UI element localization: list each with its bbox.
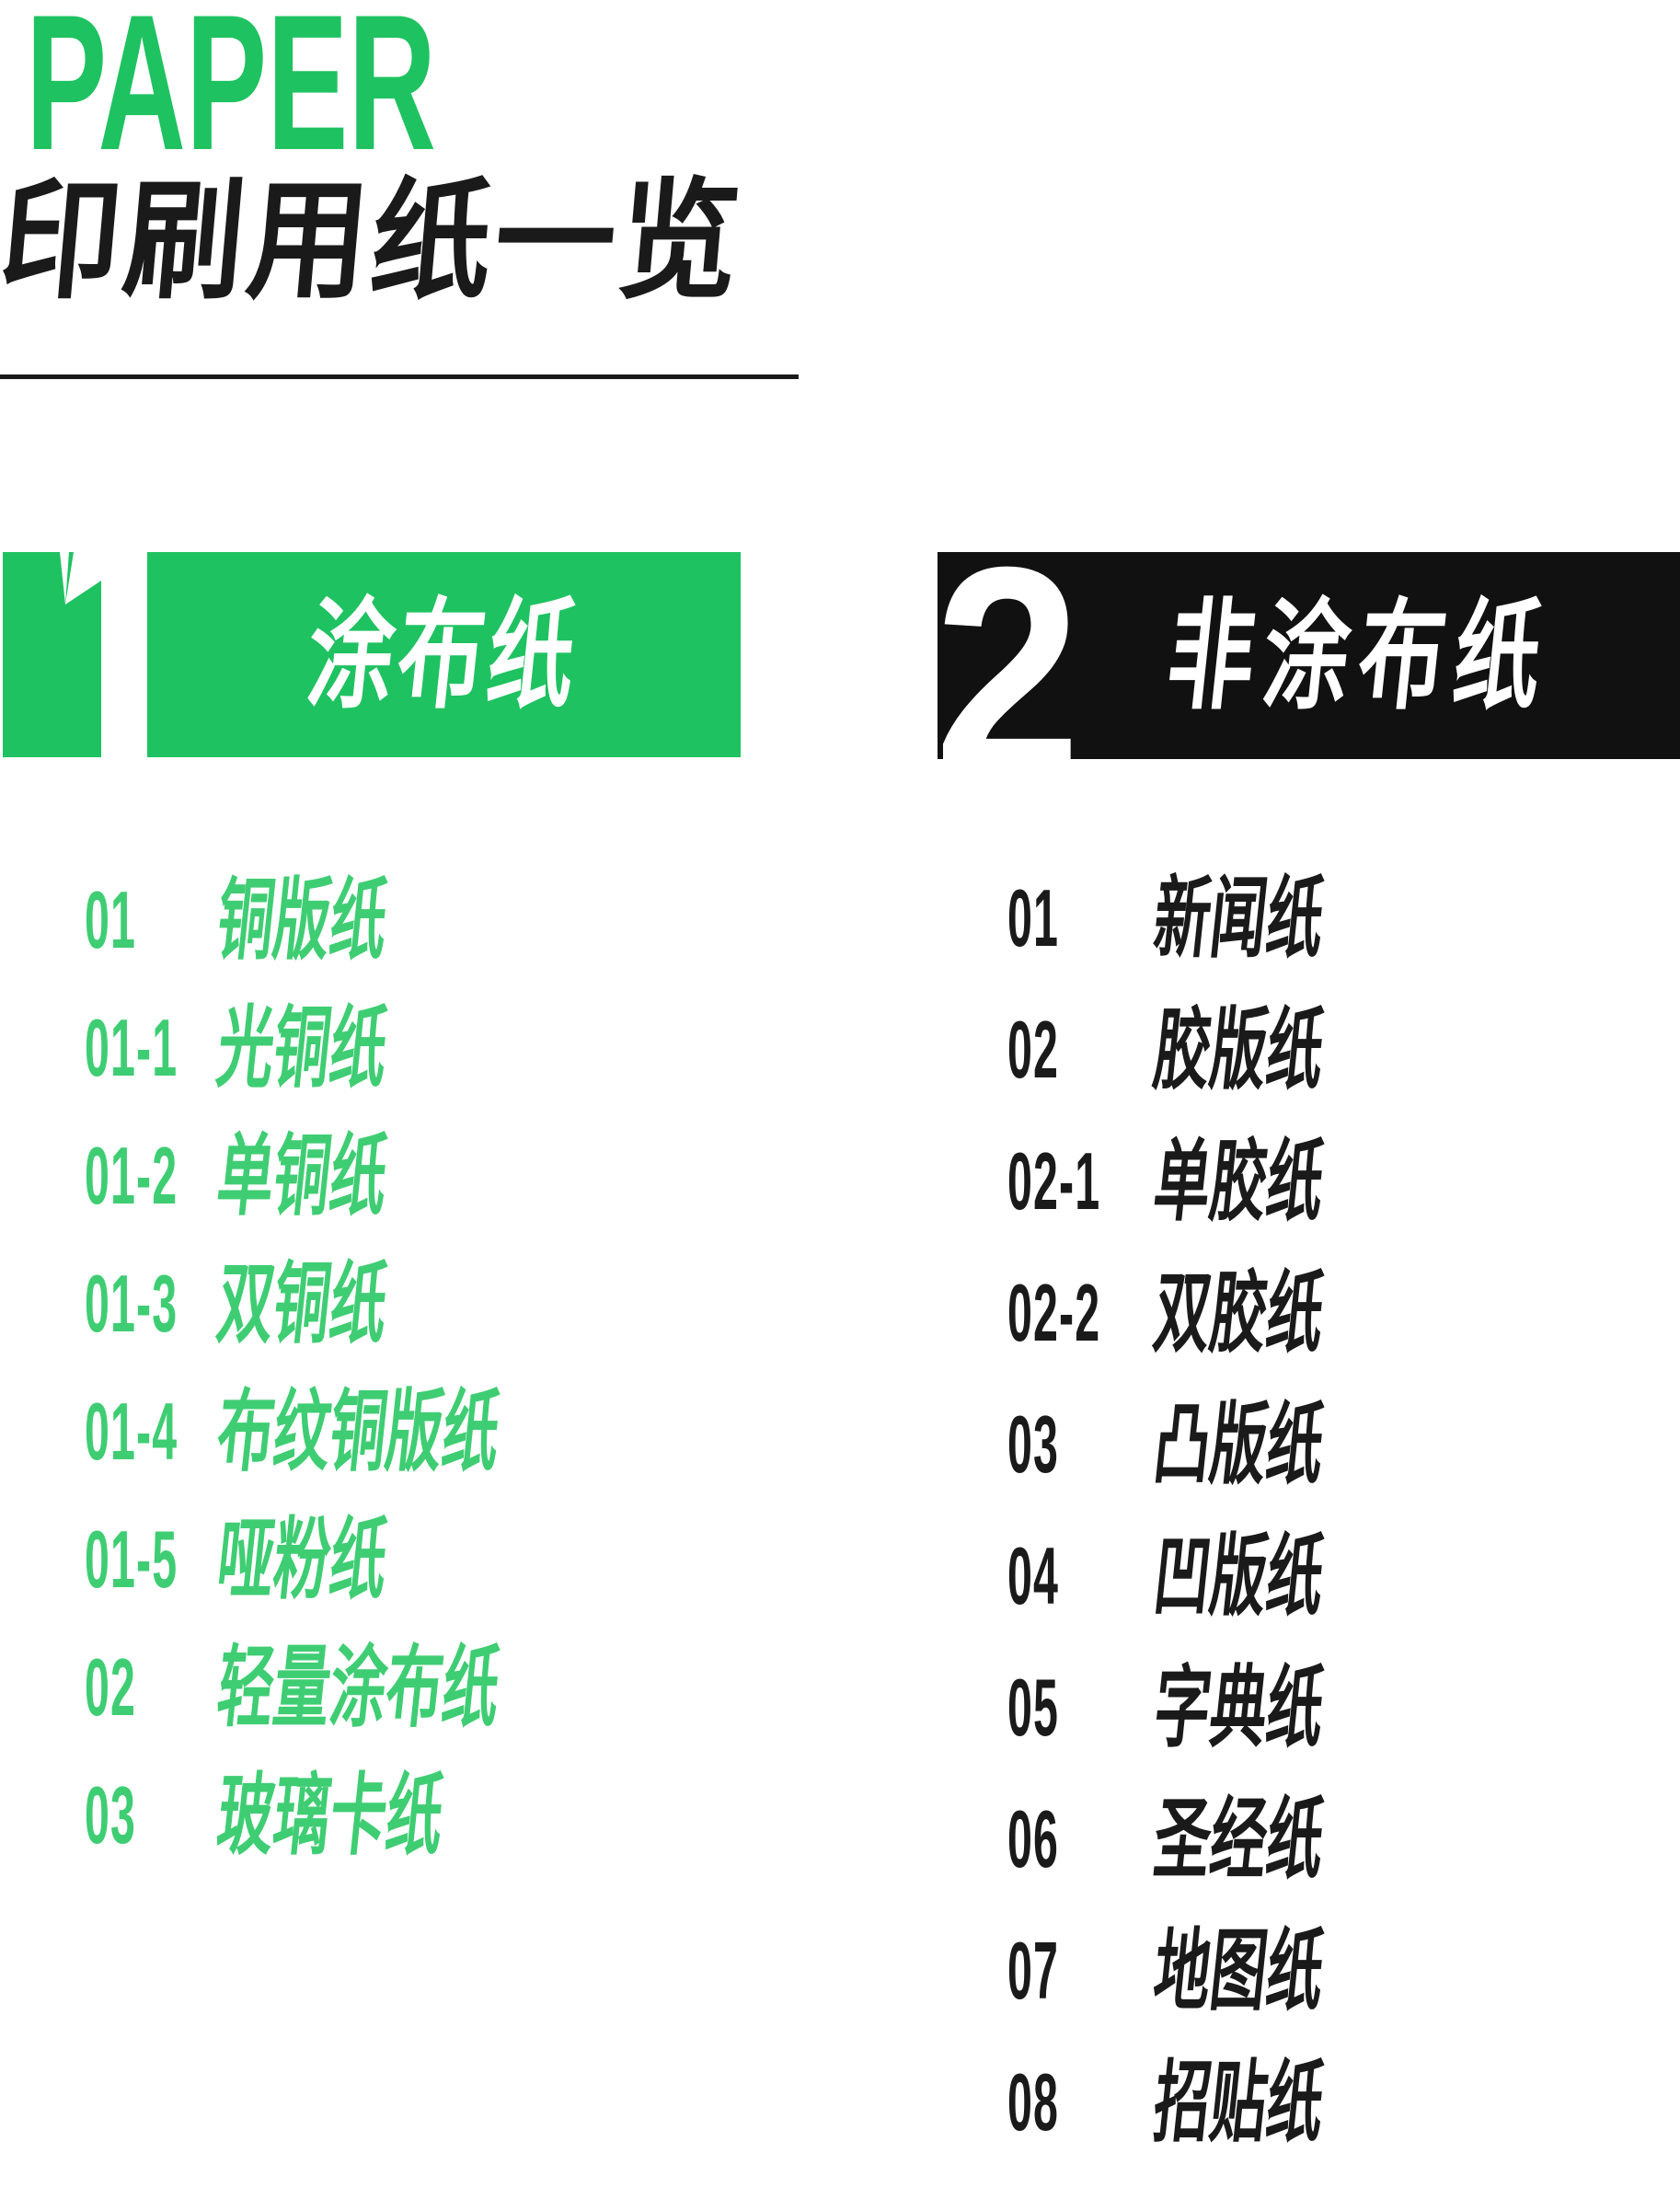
item-code: 01 bbox=[1007, 871, 1060, 963]
list-item: 01 新闻纸 bbox=[0, 852, 1680, 984]
item-name: 双胶纸 bbox=[1149, 1262, 1329, 1363]
list-item: 05 字典纸 bbox=[0, 1641, 1680, 1773]
section-2-list: 01 新闻纸 02 胶版纸 02-1 单胶纸 02-2 双胶纸 03 凸版纸 bbox=[0, 852, 1680, 2168]
list-item: 03 玻璃卡纸 bbox=[0, 1751, 1680, 1879]
item-code: 08 bbox=[1007, 2056, 1060, 2148]
item-name: 凹版纸 bbox=[1149, 1526, 1329, 1626]
list-item: 02-1 单胶纸 bbox=[0, 1115, 1680, 1247]
item-code: 02-2 bbox=[1007, 1266, 1101, 1358]
section-1-list: 01 铜版纸 01-1 光铜纸 01-2 单铜纸 01-3 双铜纸 01-4 布… bbox=[0, 856, 1680, 1879]
section-2-label: 非涂布纸 bbox=[1161, 588, 1558, 723]
item-code: 01-3 bbox=[85, 1257, 178, 1349]
section-1-label: 涂布纸 bbox=[301, 587, 587, 722]
list-item: 01-1 光铜纸 bbox=[0, 984, 1680, 1111]
section-1-number-digit bbox=[3, 552, 101, 757]
item-code: 01-5 bbox=[85, 1513, 178, 1605]
section-2-header-box: 2 非涂布纸 bbox=[938, 552, 1680, 759]
item-name: 单胶纸 bbox=[1149, 1131, 1329, 1231]
page-subtitle: 印刷用纸一览 bbox=[0, 168, 749, 315]
item-code: 01-2 bbox=[85, 1129, 178, 1221]
item-code: 03 bbox=[85, 1768, 137, 1860]
item-code: 01 bbox=[85, 873, 137, 965]
list-item: 01-5 哑粉纸 bbox=[0, 1495, 1680, 1623]
item-code: 02 bbox=[1007, 1003, 1060, 1095]
item-name: 地图纸 bbox=[1149, 1920, 1329, 2021]
page-title: PAPER bbox=[26, 0, 437, 190]
section-1-header-box: 涂布纸 bbox=[147, 552, 741, 757]
item-code: 01-4 bbox=[85, 1385, 178, 1477]
list-item: 06 圣经纸 bbox=[0, 1773, 1680, 1905]
list-item: 01-3 双铜纸 bbox=[0, 1239, 1680, 1367]
item-code: 07 bbox=[1007, 1924, 1060, 2016]
item-name: 圣经纸 bbox=[1149, 1789, 1329, 1889]
list-item: 01 铜版纸 bbox=[0, 856, 1680, 984]
list-item: 08 招贴纸 bbox=[0, 2036, 1680, 2168]
item-code: 02-1 bbox=[1007, 1134, 1101, 1226]
list-item: 02 轻量涂布纸 bbox=[0, 1623, 1680, 1751]
item-name: 招贴纸 bbox=[1149, 2052, 1329, 2152]
item-name: 胶版纸 bbox=[1149, 999, 1329, 1100]
list-item: 07 地图纸 bbox=[0, 1905, 1680, 2036]
divider-rule bbox=[0, 374, 799, 379]
item-code: 01-1 bbox=[85, 1001, 178, 1093]
list-item: 04 凹版纸 bbox=[0, 1510, 1680, 1641]
item-code: 03 bbox=[1007, 1398, 1060, 1490]
list-item: 02 胶版纸 bbox=[0, 984, 1680, 1115]
section-2-number-digit: 2 bbox=[938, 552, 1082, 759]
list-item: 03 凸版纸 bbox=[0, 1378, 1680, 1510]
list-item: 01-4 布纹铜版纸 bbox=[0, 1367, 1680, 1495]
item-code: 06 bbox=[1007, 1792, 1060, 1884]
item-name: 新闻纸 bbox=[1149, 868, 1329, 968]
item-code: 05 bbox=[1007, 1661, 1060, 1753]
item-code: 04 bbox=[1007, 1529, 1060, 1621]
item-name: 字典纸 bbox=[1149, 1657, 1329, 1757]
list-item: 01-2 单铜纸 bbox=[0, 1111, 1680, 1239]
list-item: 02-2 双胶纸 bbox=[0, 1247, 1680, 1378]
item-name: 凸版纸 bbox=[1149, 1394, 1329, 1494]
item-code: 02 bbox=[85, 1641, 137, 1733]
